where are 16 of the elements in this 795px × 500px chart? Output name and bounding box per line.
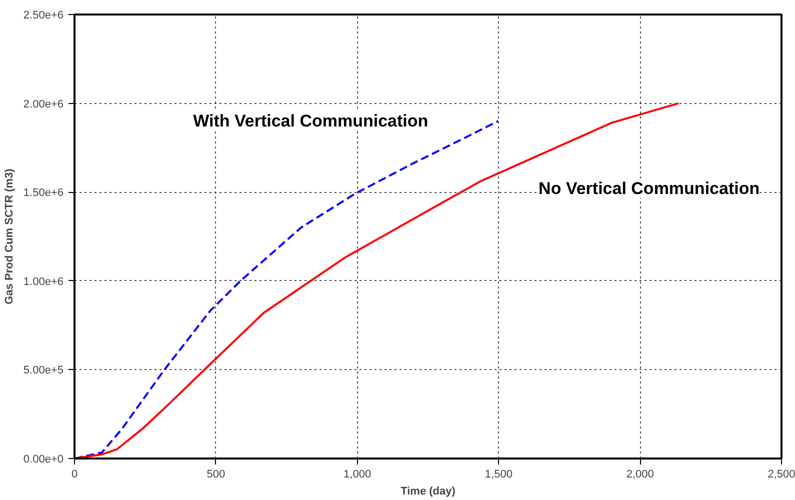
- x-tick-label: 2,500: [768, 468, 795, 480]
- y-tick-label: 2.50e+6: [23, 10, 64, 22]
- y-tick-label: 5.00e+5: [23, 364, 64, 377]
- series-label: With Vertical Communication: [193, 112, 428, 131]
- x-tick-label: 2,000: [626, 468, 654, 480]
- y-tick-label: 2.00e+6: [23, 98, 64, 110]
- y-tick-label: 1.00e+6: [23, 276, 64, 288]
- x-tick-label: 500: [206, 468, 226, 480]
- y-tick-label: 1.50e+6: [23, 187, 64, 200]
- y-tick-label: 0.00e+0: [23, 454, 64, 466]
- x-tick-label: 0: [71, 468, 78, 480]
- y-axis-title: Gas Prod Cum SCTR (m3): [3, 168, 16, 304]
- series-label: No Vertical Communication: [538, 178, 760, 198]
- x-axis-title: Time (day): [400, 486, 456, 498]
- x-tick-label: 1,000: [344, 468, 372, 480]
- x-tick-label: 1,500: [484, 468, 512, 480]
